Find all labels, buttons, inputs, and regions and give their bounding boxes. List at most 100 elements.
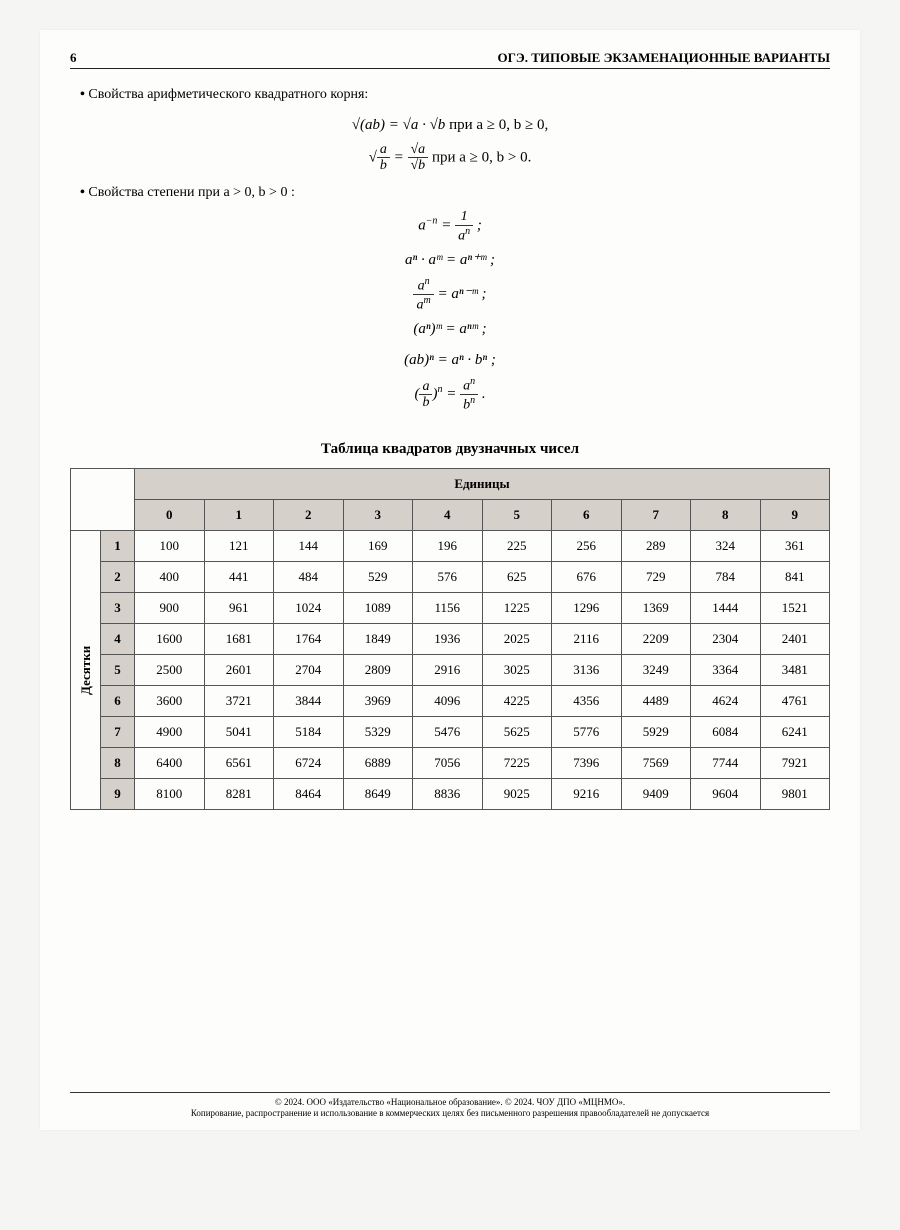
col-header: 2 <box>274 500 344 531</box>
table-row: 2400441484529576625676729784841 <box>71 562 830 593</box>
col-header: 3 <box>343 500 413 531</box>
table-cell: 2025 <box>482 624 552 655</box>
col-header: 1 <box>204 500 274 531</box>
table-cell: 6889 <box>343 748 413 779</box>
table-cell: 676 <box>552 562 622 593</box>
table-corner <box>71 469 135 531</box>
table-cell: 1444 <box>691 593 761 624</box>
table-cell: 1521 <box>760 593 830 624</box>
formula-condition: при a ≥ 0, b ≥ 0, <box>449 117 548 133</box>
table-cell: 7744 <box>691 748 761 779</box>
table-cell: 2601 <box>204 655 274 686</box>
table-row: 8640065616724688970567225739675697744792… <box>71 748 830 779</box>
formula-condition: при a ≥ 0, b > 0. <box>432 149 531 165</box>
table-cell: 5041 <box>204 717 274 748</box>
table-cell: 3025 <box>482 655 552 686</box>
table-cell: 169 <box>343 531 413 562</box>
sqrt-properties-title: Свойства арифметического квадратного кор… <box>80 87 830 103</box>
page-number: 6 <box>70 50 77 66</box>
row-header: 6 <box>101 686 135 717</box>
table-cell: 1681 <box>204 624 274 655</box>
table-cell: 7225 <box>482 748 552 779</box>
table-cell: 144 <box>274 531 344 562</box>
table-cell: 8464 <box>274 779 344 810</box>
col-header: 4 <box>413 500 483 531</box>
exp: n <box>470 376 475 387</box>
table-cell: 3721 <box>204 686 274 717</box>
power-formulas: a−n = 1 an ; aⁿ · aᵐ = aⁿ⁺ᵐ ; an am = aⁿ… <box>70 209 830 413</box>
table-cell: 9216 <box>552 779 622 810</box>
col-header: 0 <box>135 500 205 531</box>
table-cell: 7569 <box>621 748 691 779</box>
page-header: 6 ОГЭ. ТИПОВЫЕ ЭКЗАМЕНАЦИОННЫЕ ВАРИАНТЫ <box>70 50 830 69</box>
table-cell: 529 <box>343 562 413 593</box>
var: b <box>463 398 470 413</box>
page-footer: © 2024. ООО «Издательство «Национальное … <box>70 1092 830 1120</box>
var: a <box>418 279 425 294</box>
table-cell: 6241 <box>760 717 830 748</box>
table-cell: 1156 <box>413 593 483 624</box>
table-cell: 1089 <box>343 593 413 624</box>
table-cell: 361 <box>760 531 830 562</box>
frac-num: 1 <box>455 209 473 225</box>
table-cell: 2916 <box>413 655 483 686</box>
table-cell: 6561 <box>204 748 274 779</box>
power-of-quotient: (ab)n = an bn . <box>70 376 830 413</box>
table-cell: 1600 <box>135 624 205 655</box>
table-cell: 121 <box>204 531 274 562</box>
table-cell: 5776 <box>552 717 622 748</box>
row-header: 9 <box>101 779 135 810</box>
squares-table: Единицы 0123456789 Десятки11001211441691… <box>70 468 830 810</box>
table-cell: 100 <box>135 531 205 562</box>
exp: n <box>465 226 470 237</box>
frac-num: √a <box>408 142 429 158</box>
table-cell: 2116 <box>552 624 622 655</box>
table-cell: 2809 <box>343 655 413 686</box>
row-header: 3 <box>101 593 135 624</box>
exp: n <box>437 384 442 395</box>
table-cell: 7056 <box>413 748 483 779</box>
product-same-base: aⁿ · aᵐ = aⁿ⁺ᵐ ; <box>70 246 830 275</box>
table-cell: 2401 <box>760 624 830 655</box>
table-cell: 3969 <box>343 686 413 717</box>
power-of-power: (aⁿ)ᵐ = aⁿᵐ ; <box>70 315 830 344</box>
table-cell: 961 <box>204 593 274 624</box>
table-cell: 9025 <box>482 779 552 810</box>
col-header: 7 <box>621 500 691 531</box>
table-cell: 3136 <box>552 655 622 686</box>
table-cell: 1225 <box>482 593 552 624</box>
table-cell: 8836 <box>413 779 483 810</box>
exp: n <box>425 276 430 287</box>
table-cell: 196 <box>413 531 483 562</box>
table-cell: 5929 <box>621 717 691 748</box>
table-cell: 5625 <box>482 717 552 748</box>
col-header: 9 <box>760 500 830 531</box>
row-header: 1 <box>101 531 135 562</box>
restriction-line: Копирование, распространение и использов… <box>70 1108 830 1120</box>
running-title: ОГЭ. ТИПОВЫЕ ЭКЗАМЕНАЦИОННЫЕ ВАРИАНТЫ <box>498 50 830 66</box>
table-cell: 4900 <box>135 717 205 748</box>
col-group-header: Единицы <box>135 469 830 500</box>
row-group-header: Десятки <box>71 531 101 810</box>
table-cell: 4624 <box>691 686 761 717</box>
exp: n <box>470 395 475 406</box>
table-cell: 3600 <box>135 686 205 717</box>
table-cell: 324 <box>691 531 761 562</box>
quotient-same-base: an am = aⁿ⁻ᵐ ; <box>70 276 830 313</box>
power-properties-title: Свойства степени при a > 0, b > 0 : <box>80 185 830 201</box>
table-cell: 1764 <box>274 624 344 655</box>
table-cell: 9409 <box>621 779 691 810</box>
sqrt-product-rule: √(ab) = √a · √b при a ≥ 0, b ≥ 0, <box>70 111 830 140</box>
var: a <box>418 218 426 234</box>
table-cell: 2209 <box>621 624 691 655</box>
neg-exponent-rule: a−n = 1 an ; <box>70 209 830 243</box>
frac-num: a <box>377 142 390 158</box>
copyright-line: © 2024. ООО «Издательство «Национальное … <box>70 1097 830 1109</box>
table-cell: 2704 <box>274 655 344 686</box>
row-header: 7 <box>101 717 135 748</box>
table-row: 7490050415184532954765625577659296084624… <box>71 717 830 748</box>
table-cell: 1369 <box>621 593 691 624</box>
col-header: 5 <box>482 500 552 531</box>
table-cell: 9604 <box>691 779 761 810</box>
sqrt-formulas: √(ab) = √a · √b при a ≥ 0, b ≥ 0, √ab = … <box>70 111 830 173</box>
